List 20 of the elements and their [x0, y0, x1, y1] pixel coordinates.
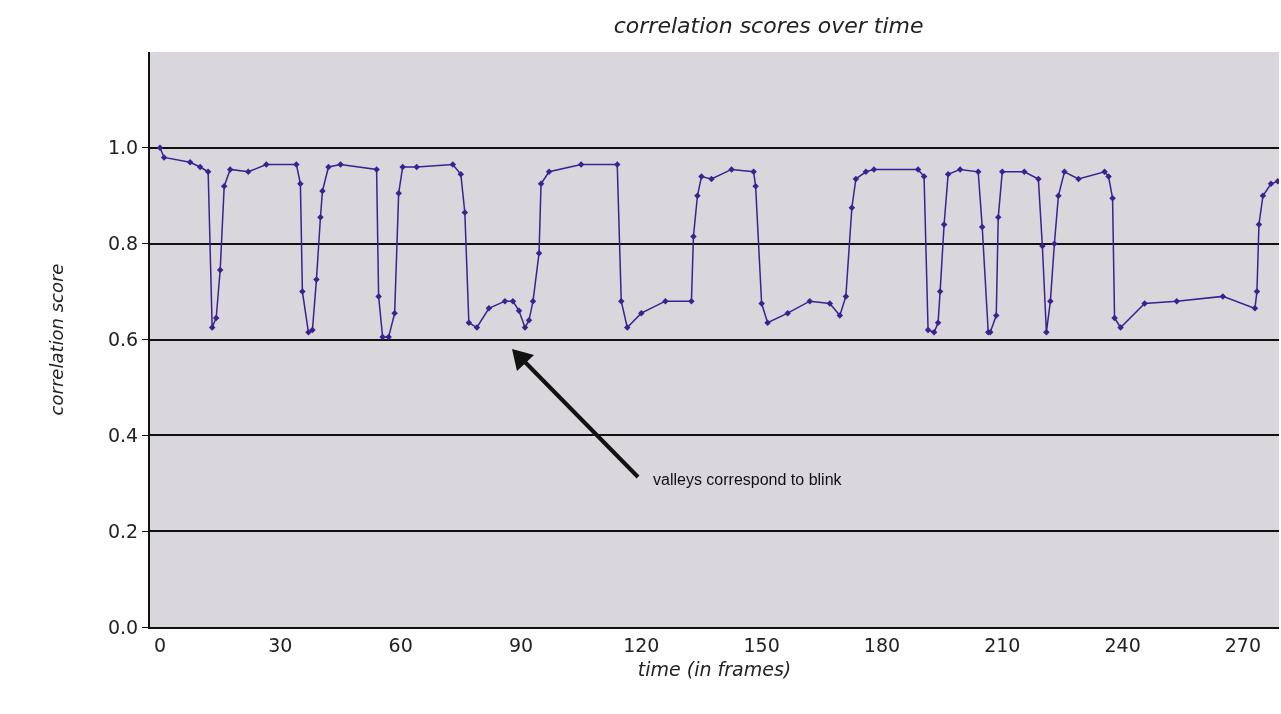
y-tick-label: 0.8 [107, 232, 139, 255]
x-tick-label: 0 [153, 633, 167, 656]
chart-title: correlation scores over time [613, 13, 924, 39]
x-tick-label: 150 [743, 633, 780, 656]
y-tick-label: 0.0 [107, 615, 139, 638]
x-axis-title: time (in frames) [637, 658, 792, 681]
x-tick-label: 210 [984, 633, 1021, 656]
x-tick-label: 270 [1224, 633, 1262, 656]
x-tick-label: 30 [268, 633, 293, 656]
y-tick-label: 0.4 [107, 423, 139, 446]
x-tick-label: 180 [863, 633, 901, 656]
y-tick-label: 1.0 [107, 136, 139, 159]
x-tick-label: 120 [623, 633, 660, 656]
x-tick-label: 60 [388, 633, 413, 656]
annotation: valleys correspond to blink [653, 471, 843, 488]
y-tick-label: 0.6 [107, 328, 139, 351]
y-tick-label: 0.2 [107, 519, 139, 542]
x-tick-label: 240 [1104, 633, 1141, 656]
y-axis-title: correlation score [45, 263, 67, 416]
x-tick-label: 90 [508, 633, 534, 656]
